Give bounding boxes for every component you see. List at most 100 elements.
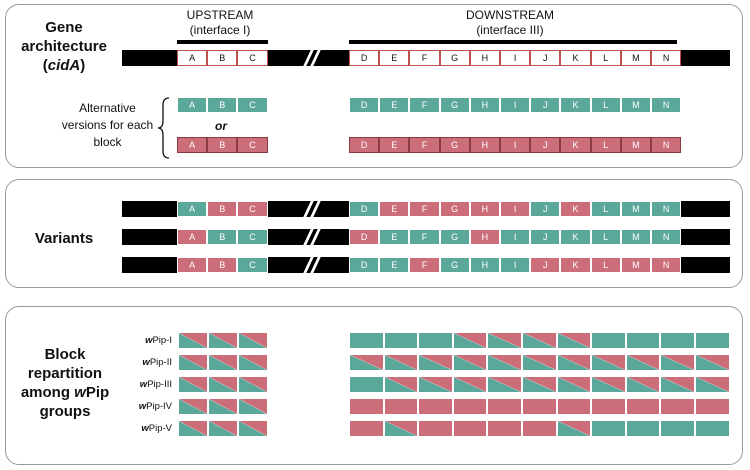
variant-1-block-A: A <box>177 201 208 217</box>
variant-2-block-D: D <box>349 229 380 245</box>
variant-1-block-I: I <box>500 201 531 217</box>
group-block-L <box>625 420 661 437</box>
alt-green-block-M: M <box>620 97 651 113</box>
variant-2-block-F: F <box>409 229 440 245</box>
group-block-M <box>660 420 695 437</box>
variant-3-block-B: B <box>207 257 238 273</box>
downstream-header: DOWNSTREAM (interface III) <box>460 8 560 38</box>
alt-red-block-N: N <box>651 137 682 153</box>
group-block-C <box>238 420 268 437</box>
group-label: wPip-I <box>145 335 172 346</box>
group-block-E <box>383 420 419 437</box>
downstream-bracket <box>349 40 677 44</box>
alt-green-block-J: J <box>530 97 561 113</box>
group-block-L <box>625 354 661 371</box>
variant-1-block-K: K <box>560 201 591 217</box>
alternative-versions-label: Alternative versions for each block <box>61 101 154 149</box>
group-block-J <box>556 420 592 437</box>
alt-red-block-J: J <box>530 137 561 153</box>
group-block-J <box>556 332 592 349</box>
chromosome-line <box>122 201 177 217</box>
group-block-D <box>349 332 384 349</box>
group-block-F <box>418 398 453 415</box>
group-block-A <box>178 332 208 349</box>
group-block-G <box>452 398 488 415</box>
variant-3-block-D: D <box>349 257 380 273</box>
group-block-I <box>522 398 557 415</box>
alt-green-block-C: C <box>237 97 268 113</box>
group-block-A <box>178 376 208 393</box>
block-C: C <box>237 50 268 66</box>
title-line-3: (cidA) <box>42 57 86 74</box>
chromosome-line <box>122 229 177 245</box>
variant-3-block-G: G <box>439 257 470 273</box>
variant-3-block-A: A <box>177 257 208 273</box>
variant-3-block-J: J <box>530 257 561 273</box>
group-block-H <box>487 376 522 393</box>
variant-2-block-H: H <box>469 229 500 245</box>
downstream-sublabel: (interface III) <box>476 23 544 37</box>
group-block-F <box>418 354 453 371</box>
alt-red-block-K: K <box>560 137 591 153</box>
group-block-F <box>418 376 453 393</box>
chromosome-line <box>122 257 177 273</box>
block-D: D <box>349 50 380 66</box>
group-block-N <box>695 354 730 371</box>
block-A: A <box>177 50 208 66</box>
alt-red-block-A: A <box>177 137 208 153</box>
upstream-label: UPSTREAM <box>186 8 254 22</box>
group-block-D <box>349 398 384 415</box>
block-E: E <box>379 50 410 66</box>
group-block-J <box>556 376 592 393</box>
variant-3-block-H: H <box>469 257 500 273</box>
variant-2-block-A: A <box>177 229 208 245</box>
alt-green-block-I: I <box>500 97 531 113</box>
group-block-I <box>522 376 557 393</box>
group-block-G <box>452 420 488 437</box>
alt-green-block-L: L <box>590 97 621 113</box>
alt-green-block-G: G <box>439 97 470 113</box>
upstream-header: UPSTREAM (interface I) <box>170 8 270 38</box>
variant-2-block-E: E <box>379 229 410 245</box>
group-block-G <box>452 354 488 371</box>
block-H: H <box>469 50 500 66</box>
group-block-L <box>625 376 661 393</box>
block-repartition-title: Block repartition among wPip groups <box>20 346 110 420</box>
group-block-J <box>556 398 592 415</box>
group-block-B <box>208 420 238 437</box>
group-block-A <box>178 398 208 415</box>
group-block-H <box>487 332 522 349</box>
variant-1-block-N: N <box>651 201 682 217</box>
alt-green-block-A: A <box>177 97 208 113</box>
variant-3-block-I: I <box>500 257 531 273</box>
alt-green-block-N: N <box>651 97 682 113</box>
variant-2-block-J: J <box>530 229 561 245</box>
group-block-E <box>383 332 419 349</box>
variant-1-block-H: H <box>469 201 500 217</box>
group-block-N <box>695 376 730 393</box>
group-block-C <box>238 332 268 349</box>
group-block-B <box>208 376 238 393</box>
group-block-K <box>591 420 626 437</box>
alt-red-block-C: C <box>237 137 268 153</box>
group-label: wPip-V <box>141 423 172 434</box>
variant-3-block-E: E <box>379 257 410 273</box>
group-block-I <box>522 332 557 349</box>
alt-red-block-G: G <box>439 137 470 153</box>
chromosome-line <box>122 50 177 66</box>
group-block-N <box>695 398 730 415</box>
alt-red-block-L: L <box>590 137 621 153</box>
variants-title: Variants <box>34 230 94 247</box>
block-B: B <box>207 50 238 66</box>
variant-3-block-N: N <box>651 257 682 273</box>
group-block-M <box>660 332 695 349</box>
variant-2-block-K: K <box>560 229 591 245</box>
group-block-M <box>660 354 695 371</box>
title-line-1: Gene <box>45 19 83 36</box>
chromosome-line <box>677 201 730 217</box>
variant-3-block-K: K <box>560 257 591 273</box>
block-G: G <box>439 50 470 66</box>
block-J: J <box>530 50 561 66</box>
variant-3-block-F: F <box>409 257 440 273</box>
variant-1-block-M: M <box>620 201 651 217</box>
